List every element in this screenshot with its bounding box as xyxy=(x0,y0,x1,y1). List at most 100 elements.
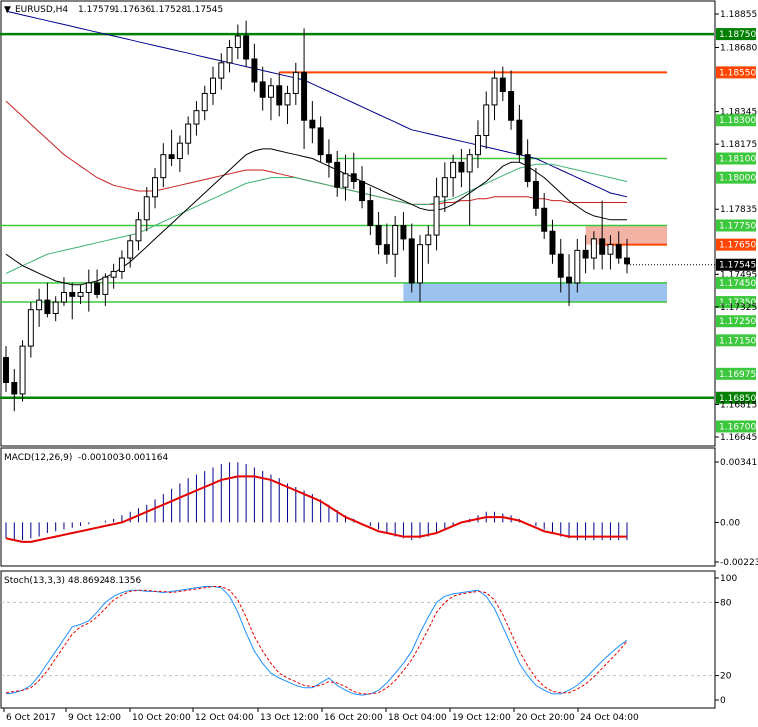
price-tick-label: 1.17325 xyxy=(720,303,757,313)
price-tick-label: 1.16975 xyxy=(719,370,756,380)
candle-body xyxy=(582,249,589,259)
macd-panel-frame xyxy=(0,447,716,567)
macd-label: MACD(12,26,9) xyxy=(4,453,72,463)
stoch-panel-frame xyxy=(0,570,716,709)
candle-body xyxy=(60,291,67,303)
candle-body xyxy=(607,244,614,255)
price-label-bg xyxy=(716,420,756,433)
price-label-bg xyxy=(716,367,756,380)
candle-body xyxy=(127,240,134,259)
zone-orange xyxy=(585,225,667,245)
price-tick-label: 1.18750 xyxy=(719,30,756,40)
candle-body xyxy=(52,301,59,315)
price-tick-label: 1.18550 xyxy=(719,68,756,78)
candle-body xyxy=(359,180,366,202)
stoch-panel xyxy=(1,586,715,696)
price-tick-label: 1.18680 xyxy=(720,43,757,53)
candle-body xyxy=(160,154,167,179)
candle-body xyxy=(466,154,473,173)
symbol-label: EURUSD,H4 xyxy=(15,5,68,15)
candle-body xyxy=(599,238,606,255)
candle-body xyxy=(392,225,399,255)
candle-body xyxy=(243,35,250,60)
price-tick-label: 1.17750 xyxy=(719,222,756,232)
price-tick-label: 1.18300 xyxy=(719,116,756,126)
macd-value-1: -0.001003 xyxy=(78,453,124,463)
candle-body xyxy=(36,299,43,311)
candle-body xyxy=(102,276,109,295)
candle-body xyxy=(508,91,515,121)
symbol-dropdown-icon[interactable]: ▼ xyxy=(4,5,11,15)
price-label-bg xyxy=(716,276,756,289)
candle-body xyxy=(624,257,630,265)
price-tick-label: 1.17495 xyxy=(720,270,757,280)
candle-body xyxy=(234,35,241,48)
candle-body xyxy=(210,77,216,94)
price-label-bg xyxy=(716,171,756,184)
candle-body xyxy=(367,200,374,226)
stoch-main-line xyxy=(5,586,628,696)
candle-body xyxy=(532,180,539,209)
time-tick-label: 9 Oct 12:00 xyxy=(68,713,121,723)
stoch-signal-line xyxy=(5,586,628,695)
price-tick-label: 1.17835 xyxy=(720,205,757,215)
price-tick-label: 1.17450 xyxy=(719,279,756,289)
price-tick-label: 1.17650 xyxy=(719,241,756,251)
candle-body xyxy=(110,270,117,278)
ma_mid-line xyxy=(5,163,628,274)
time-tick-label: 18 Oct 04:00 xyxy=(388,713,447,723)
stoch-label: Stoch(13,3,3) xyxy=(4,576,65,586)
candle-body xyxy=(284,92,291,106)
high-value: 1.17636 xyxy=(114,5,151,15)
stoch-tick-label: 80 xyxy=(720,598,732,608)
macd-tick-label: 0.00 xyxy=(720,518,740,528)
price-label-bg xyxy=(716,219,756,232)
candle-body xyxy=(118,257,125,272)
price-label-bg xyxy=(716,114,756,127)
price-label-bg xyxy=(716,315,756,328)
stoch-value-2: 48.1356 xyxy=(104,576,141,586)
price-label-bg xyxy=(716,28,756,41)
candle-body xyxy=(450,161,457,179)
candle-body xyxy=(441,177,448,198)
price-tick-label: 1.17250 xyxy=(719,317,756,327)
candle-body xyxy=(3,357,9,383)
candle-body xyxy=(483,104,490,137)
candle-body xyxy=(292,71,299,94)
candle-body xyxy=(549,230,556,255)
candle-body xyxy=(135,219,142,242)
current-price-label: 1.17545 xyxy=(719,261,756,271)
candle-body xyxy=(383,244,390,255)
candle-body xyxy=(334,161,341,188)
price-panel xyxy=(0,10,715,412)
candle-body xyxy=(458,161,465,173)
stoch-tick-label: 0 xyxy=(720,696,726,706)
candle-body xyxy=(27,309,34,347)
close-value: 1.17545 xyxy=(186,5,223,15)
ma_slow_blue-line xyxy=(5,10,628,198)
price-label-bg xyxy=(716,152,756,165)
candle-body xyxy=(44,299,51,315)
price-tick-label: 1.17150 xyxy=(719,336,756,346)
candle-body xyxy=(474,135,481,156)
ma_fast-line xyxy=(5,148,627,286)
candle-body xyxy=(574,249,581,284)
main-panel-frame xyxy=(0,0,716,447)
time-tick-label: 6 Oct 2017 xyxy=(6,713,56,723)
candle-body xyxy=(541,207,548,232)
time-tick-label: 10 Oct 20:00 xyxy=(132,713,191,723)
price-tick-label: 1.16815 xyxy=(720,400,757,410)
candle-body xyxy=(301,71,308,121)
price-tick-label: 1.17350 xyxy=(719,298,756,308)
candle-body xyxy=(185,123,192,144)
price-tick-label: 1.18175 xyxy=(720,140,757,150)
current-price-bg xyxy=(716,258,756,271)
candle-body xyxy=(226,46,233,64)
macd-value-2: -0.001164 xyxy=(122,453,168,463)
candle-body xyxy=(267,85,274,98)
candle-body xyxy=(85,282,92,293)
price-tick-label: 1.16850 xyxy=(719,394,756,404)
price-tick-label: 1.16700 xyxy=(719,422,756,432)
